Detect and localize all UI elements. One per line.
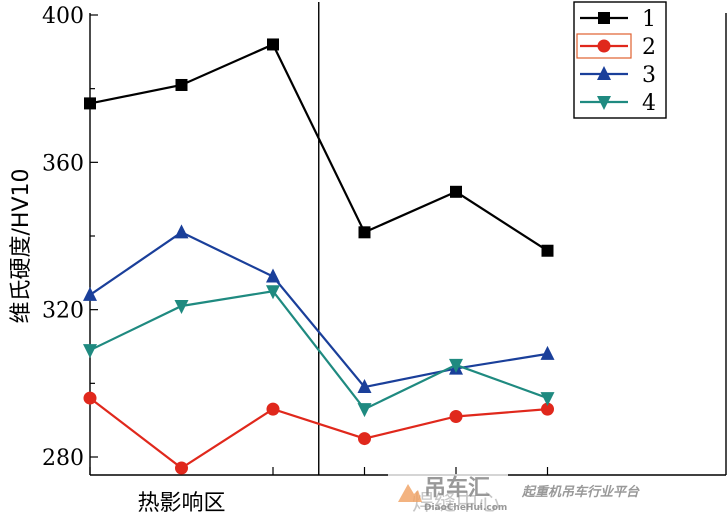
data-point xyxy=(174,224,189,239)
series-4 xyxy=(83,285,555,418)
y-tick-label: 400 xyxy=(42,4,84,29)
watermark: 吊车汇 DiaoCheHui.com 起重机吊车行业平台 xyxy=(388,474,640,514)
series-line xyxy=(89,231,548,389)
legend: 1 2 3 4 xyxy=(573,1,667,119)
data-point xyxy=(358,432,371,446)
y-tick-label: 360 xyxy=(42,151,84,176)
y-axis: 280 320 360 400 xyxy=(42,4,98,471)
data-point xyxy=(357,403,372,418)
data-point xyxy=(541,244,554,257)
y-tick-label: 280 xyxy=(42,446,84,471)
data-point xyxy=(266,285,280,300)
data-point xyxy=(83,391,97,405)
legend-label: 4 xyxy=(642,91,656,116)
watermark-brand: 吊车汇 xyxy=(424,475,490,501)
legend-marker xyxy=(598,12,610,24)
series-2 xyxy=(83,391,554,475)
data-point xyxy=(83,344,97,359)
series-line xyxy=(89,43,549,252)
data-point xyxy=(540,392,555,407)
legend-label: 2 xyxy=(642,35,656,60)
legend-marker xyxy=(597,96,611,110)
legend-item: 2 xyxy=(576,33,656,60)
data-point xyxy=(83,286,97,301)
data-point xyxy=(450,185,462,198)
data-point xyxy=(267,38,279,51)
series-layer xyxy=(83,38,555,475)
data-point xyxy=(174,299,189,314)
data-point xyxy=(266,402,280,416)
legend-marker xyxy=(597,66,611,80)
legend-item: 4 xyxy=(580,91,656,116)
legend-item: 1 xyxy=(580,7,656,32)
legend-highlight xyxy=(576,33,632,59)
data-point xyxy=(449,409,463,423)
group-label: 热影响区 xyxy=(137,491,225,516)
data-point xyxy=(358,226,371,239)
y-axis-label: 维氏硬度/HV10 xyxy=(9,169,34,324)
series-1 xyxy=(84,38,554,257)
legend-label: 1 xyxy=(642,7,656,32)
data-point xyxy=(540,345,555,360)
data-point xyxy=(266,268,280,283)
data-point xyxy=(541,402,554,416)
watermark-slogan: 起重机吊车行业平台 xyxy=(521,484,640,500)
watermark-url: DiaoCheHui.com xyxy=(424,503,507,513)
legend-marker xyxy=(597,39,611,53)
data-point xyxy=(449,358,463,373)
data-point xyxy=(175,78,188,91)
y-tick-label: 320 xyxy=(42,299,84,324)
data-point xyxy=(357,379,372,394)
legend-box xyxy=(573,1,667,119)
legend-label: 3 xyxy=(642,63,656,88)
data-point xyxy=(84,97,96,110)
crane-logo-icon xyxy=(398,484,422,502)
series-line xyxy=(89,290,548,411)
data-point xyxy=(175,461,188,475)
series-line xyxy=(89,397,548,470)
legend-item: 3 xyxy=(580,63,656,88)
